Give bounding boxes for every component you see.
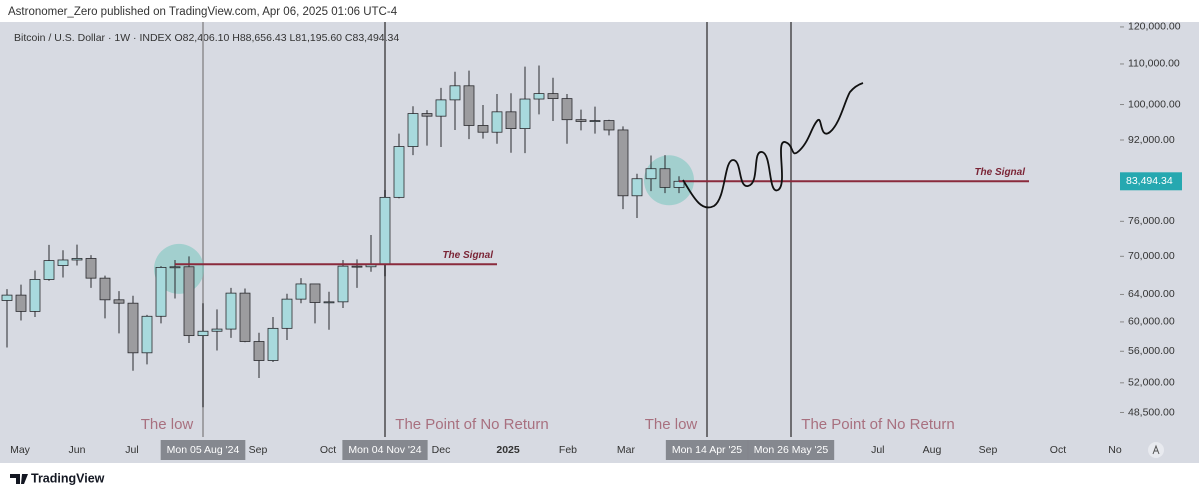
marker-date-bg — [665, 440, 749, 460]
candle-body — [71, 258, 83, 261]
x-tick-label: Sep — [979, 444, 998, 456]
candle-body — [393, 146, 405, 198]
candle-body — [99, 277, 111, 301]
annotation: The low — [645, 416, 698, 433]
candle-body — [561, 98, 573, 121]
candle-body — [267, 327, 279, 361]
candle-body — [85, 258, 97, 279]
candle-body — [281, 298, 293, 329]
candle-body — [589, 120, 601, 122]
y-tick-label: 76,000.00 — [1128, 215, 1175, 227]
candle-body — [407, 113, 419, 147]
symbol: Bitcoin / U.S. Dollar · 1W · INDEX O82,4… — [14, 32, 399, 44]
marker-date-bg — [747, 440, 835, 460]
candle-body — [463, 85, 475, 126]
candle-body — [547, 93, 559, 100]
x-tick-label: Mar — [617, 444, 636, 456]
y-tick-label: 110,000.00 — [1128, 58, 1180, 70]
candle-body — [295, 283, 307, 300]
y-tick-label: 70,000.00 — [1128, 250, 1175, 262]
marker-date-label: Mon 04 Nov '24 — [348, 444, 421, 456]
candle-body — [421, 113, 433, 117]
candle-body — [449, 85, 461, 101]
annotation: The Point of No Return — [801, 416, 954, 433]
candle-body — [29, 279, 41, 312]
header: Astronomer_Zero published on TradingView… — [8, 6, 398, 18]
candle-body — [323, 301, 335, 304]
candle-body — [141, 315, 153, 354]
annotation: The low — [141, 416, 194, 433]
candle-body — [239, 292, 251, 342]
candle-body — [43, 260, 55, 280]
candle-body — [505, 111, 517, 130]
auto-icon — [1152, 444, 1160, 455]
candle-body — [379, 196, 391, 265]
y-tick-label: 92,000.00 — [1128, 134, 1175, 146]
y-tick-label: 52,000.00 — [1128, 377, 1175, 389]
marker-date-label: Mon 14 Apr '25 — [672, 444, 742, 456]
candle-body — [435, 99, 447, 117]
candle-body — [645, 168, 657, 180]
marker-date-bg — [342, 440, 428, 460]
candle-body — [15, 294, 27, 312]
y-tick-label: 100,000.00 — [1128, 98, 1181, 110]
candle-body — [225, 292, 237, 330]
logo — [10, 474, 28, 484]
signal-label: The Signal — [974, 167, 1025, 178]
marker-date-bg — [160, 440, 246, 460]
candle-body — [477, 125, 489, 133]
footer-brand: TradingView — [31, 471, 105, 485]
candle-body — [57, 259, 69, 266]
candle-body — [113, 299, 125, 304]
candle-body — [253, 341, 265, 361]
x-tick-label: Oct — [1050, 444, 1066, 456]
candle-body — [603, 120, 615, 131]
candle-body — [211, 328, 223, 332]
x-tick-label: Sep — [249, 444, 268, 456]
plot-bg — [0, 22, 1199, 463]
candle-body — [127, 302, 139, 354]
candle-body — [617, 129, 629, 197]
candle-body — [337, 265, 349, 303]
candle-body — [351, 265, 363, 268]
y-tick-label: 56,000.00 — [1128, 345, 1175, 357]
last-price-tag — [1120, 172, 1182, 191]
candle-body — [197, 330, 209, 337]
marker-date-label: Mon 05 Aug '24 — [167, 444, 240, 456]
x-tick-label: Jul — [871, 444, 884, 456]
y-tick-label: 48,500.00 — [1128, 406, 1175, 418]
x-tick-label: 2025 — [496, 444, 520, 456]
x-tick-label: Aug — [923, 444, 942, 456]
y-tick-label: 64,000.00 — [1128, 288, 1175, 300]
candle-body — [183, 266, 195, 337]
candle-body — [533, 93, 545, 100]
x-tick-label: May — [10, 444, 31, 456]
marker-date-label: Mon 26 May '25 — [754, 444, 829, 456]
candle-body — [519, 98, 531, 130]
candle-body — [575, 119, 587, 122]
last-price-label: 83,494.34 — [1126, 175, 1173, 187]
x-tick-label: No — [1108, 444, 1122, 456]
x-tick-label: Jul — [125, 444, 138, 456]
candle-body — [155, 267, 167, 317]
candle-body — [631, 178, 643, 197]
x-tick-label: Feb — [559, 444, 577, 456]
candle-body — [169, 266, 181, 269]
y-tick-label: 60,000.00 — [1128, 316, 1175, 328]
x-tick-label: Jun — [69, 444, 86, 456]
projection-path — [682, 82, 864, 209]
auto-button[interactable] — [1148, 442, 1164, 458]
candle-body — [1, 294, 13, 301]
signal-label: The Signal — [442, 250, 493, 261]
candle-body — [309, 283, 321, 303]
x-tick-label: Dec — [432, 444, 451, 456]
y-tick-label: 120,000.00 — [1128, 21, 1181, 33]
candle-body — [491, 111, 503, 133]
x-tick-label: Oct — [320, 444, 336, 456]
annotation: The Point of No Return — [395, 416, 548, 433]
candle-body — [659, 168, 671, 188]
